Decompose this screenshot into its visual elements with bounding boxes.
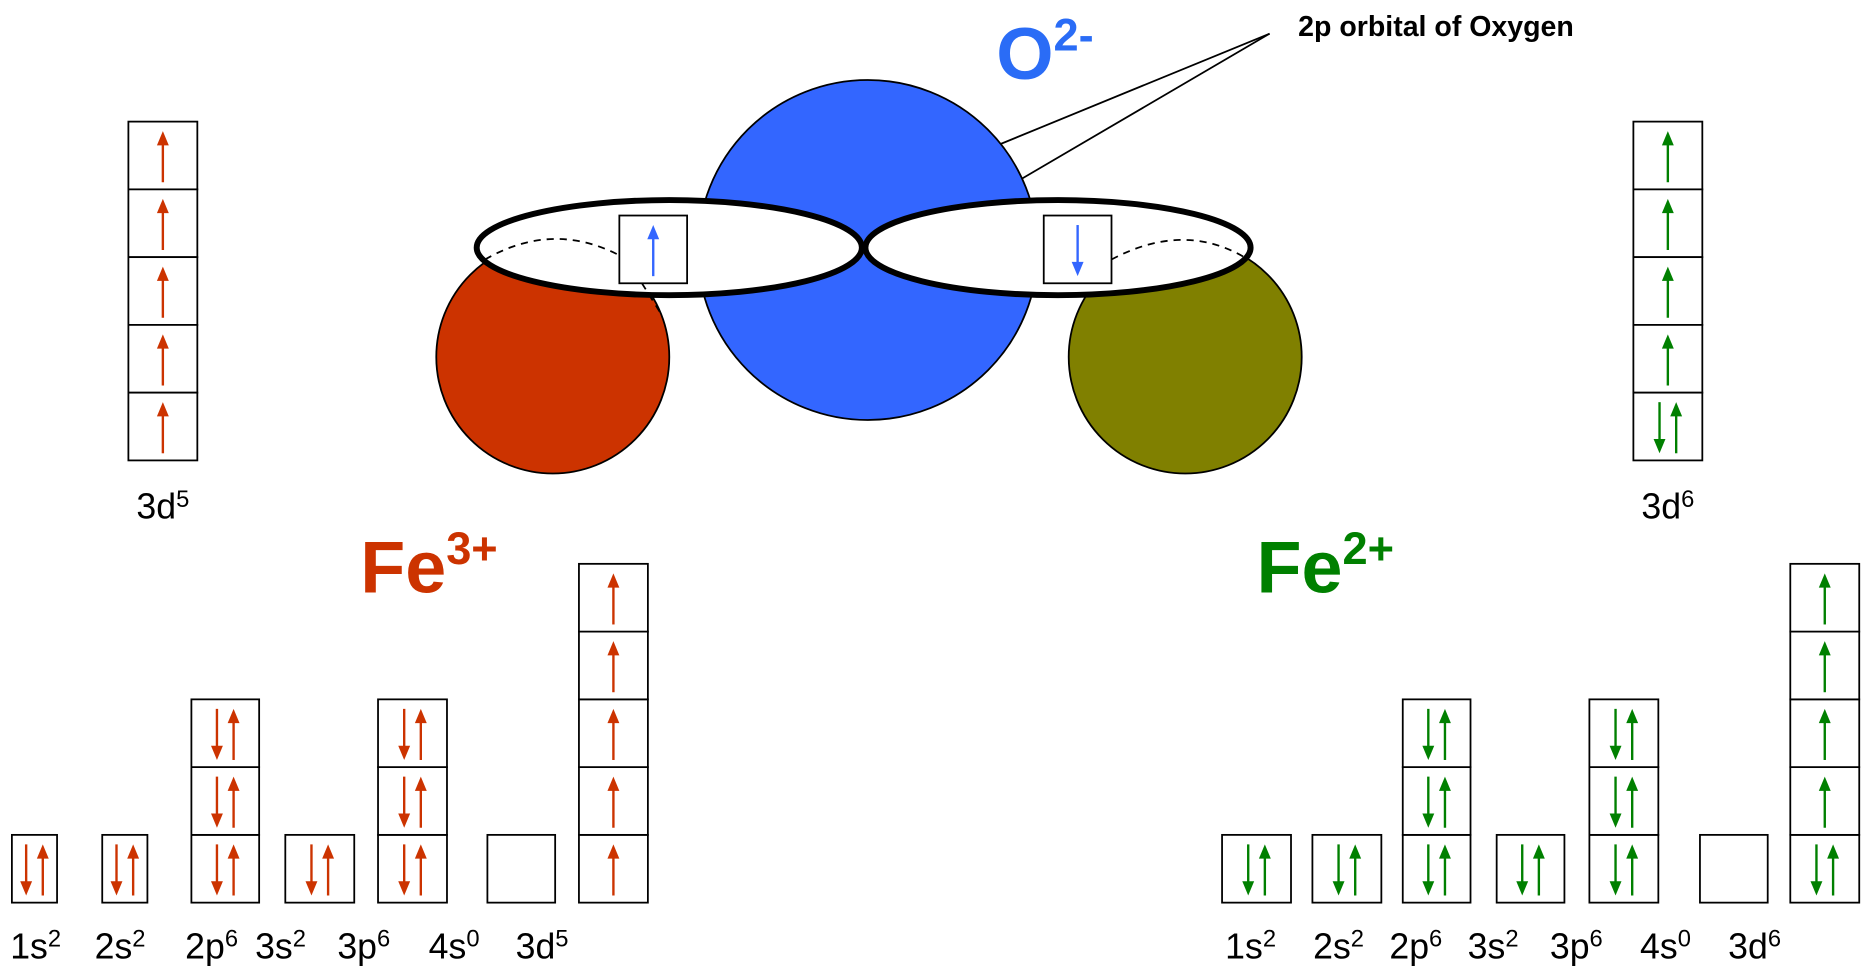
electron-count: 0 (1678, 926, 1691, 953)
orbital-label: 3s2 (255, 926, 306, 966)
orbital-name: 3d (136, 487, 176, 527)
orbital-box (1790, 835, 1859, 903)
orbital-label: 2p6 (1389, 926, 1442, 966)
orbital-box (1403, 835, 1471, 903)
orbital-name: 3p (337, 927, 377, 966)
orbital-name: 4s (429, 927, 467, 966)
orbital-box (1222, 835, 1291, 903)
orbital-label: 2s2 (95, 926, 146, 966)
electron-count: 6 (1768, 926, 1781, 953)
electron-count: 6 (225, 926, 238, 953)
orbital-box (378, 699, 447, 767)
charge: 3+ (446, 523, 497, 574)
electron-count: 6 (1681, 486, 1694, 513)
orbital-box (1589, 835, 1658, 903)
orbital-label: 3p6 (1550, 926, 1603, 966)
annotation: 2p orbital of Oxygen (1298, 11, 1574, 43)
orbital-name: 2s (95, 927, 133, 966)
orbital-box (102, 835, 147, 903)
orbital-box (1589, 699, 1658, 767)
symbol: Fe (360, 525, 446, 608)
fe2-label: Fe2+ (1257, 523, 1394, 609)
electron-count: 2 (1351, 926, 1364, 953)
orbital-name: 3d (1728, 927, 1768, 966)
orbital-label: 1s2 (1225, 926, 1276, 966)
electron-count: 2 (293, 926, 306, 953)
orbital-box (191, 767, 259, 835)
orbital-name: 4s (1640, 927, 1678, 966)
electron-count: 5 (176, 486, 189, 513)
orbital-box (12, 835, 57, 903)
orbital-box (191, 699, 259, 767)
orbital-label: 3d6 (1641, 486, 1694, 527)
orbital-label: 2p6 (185, 926, 238, 966)
electron-count: 6 (1429, 926, 1442, 953)
orbital-label: 2s2 (1313, 926, 1364, 966)
orbital-box (1403, 767, 1471, 835)
orbital-label: 3p6 (337, 926, 390, 966)
orbital-label: 3d5 (136, 486, 189, 527)
orbital-box (378, 835, 447, 903)
orbital-name: 3p (1550, 927, 1590, 966)
orbital-label: 3d6 (1728, 926, 1781, 966)
orbital-box (1312, 835, 1381, 903)
diagram: 2p orbital of Oxygen O2- Fe3+ Fe2+ 3d51s… (0, 0, 1864, 966)
orbital-name: 3d (516, 927, 556, 966)
charge: 2- (1054, 9, 1094, 60)
electron-count: 0 (466, 926, 479, 953)
electron-count: 6 (377, 926, 390, 953)
orbital-name: 3s (255, 927, 293, 966)
electron-count: 2 (48, 926, 61, 953)
orbital-box (1497, 835, 1565, 903)
orbital-box (378, 767, 447, 835)
symbol: O (996, 12, 1053, 95)
orbital-label: 4s0 (429, 926, 480, 966)
orbital-box (1403, 699, 1471, 767)
orbital-box (1589, 767, 1658, 835)
charge: 2+ (1343, 523, 1394, 574)
orbital-label: 3d5 (516, 926, 569, 966)
oxygen-label: O2- (996, 9, 1093, 95)
orbital-box (487, 835, 555, 903)
orbital-name: 2p (185, 927, 225, 966)
electron-count: 6 (1590, 926, 1603, 953)
orbital-box (1700, 835, 1768, 903)
orbital-label: 4s0 (1640, 926, 1691, 966)
orbital-label: 1s2 (10, 926, 61, 966)
orbital-box (191, 835, 259, 903)
orbital-box (1633, 393, 1702, 461)
orbital-name: 3s (1468, 927, 1506, 966)
electron-count: 5 (555, 926, 568, 953)
orbital-name: 3d (1641, 487, 1681, 527)
electron-count: 2 (1263, 926, 1276, 953)
orbital-name: 2p (1389, 927, 1429, 966)
orbital-name: 2s (1313, 927, 1351, 966)
orbital-label: 3s2 (1468, 926, 1519, 966)
fe3-label: Fe3+ (360, 523, 497, 609)
orbital-name: 1s (10, 927, 48, 966)
orbital-name: 1s (1225, 927, 1263, 966)
electron-count: 2 (1505, 926, 1518, 953)
symbol: Fe (1257, 525, 1343, 608)
electron-count: 2 (132, 926, 145, 953)
orbital-box (285, 835, 354, 903)
